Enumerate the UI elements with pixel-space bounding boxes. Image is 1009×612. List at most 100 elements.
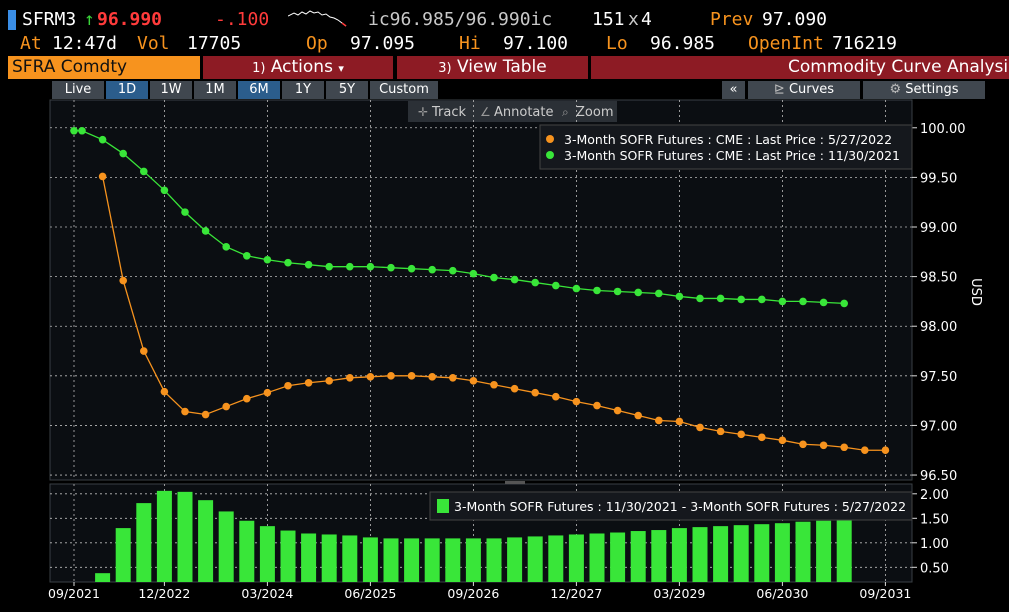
bar [568, 534, 584, 582]
data-point [325, 262, 334, 271]
row2-value: 97.095 [350, 33, 416, 54]
range-button[interactable]: Live [52, 81, 104, 99]
bar [713, 526, 729, 582]
range-button[interactable]: 1Y [282, 81, 324, 99]
data-point [572, 284, 581, 293]
x-tick-label: 12/2027 [550, 586, 602, 601]
x-tick-label: 09/2026 [447, 586, 499, 601]
bar [486, 538, 502, 582]
curves-button[interactable]: ⊵ Curves [748, 81, 860, 99]
range-button[interactable]: 6M [238, 81, 280, 99]
menu-number: 1) [252, 61, 266, 76]
y-axis-label: USD [968, 278, 983, 306]
x-tick-label: 09/2031 [859, 586, 911, 601]
data-point [346, 374, 354, 382]
data-point [449, 266, 457, 275]
bar [507, 537, 523, 582]
data-point [881, 446, 890, 455]
data-point [243, 394, 251, 403]
status-marker [8, 10, 16, 30]
menu-label: Actions [270, 57, 333, 77]
data-point [758, 295, 766, 304]
data-point [613, 406, 622, 415]
data-point [140, 167, 148, 176]
data-point [160, 186, 169, 195]
net-change: -.100 [215, 9, 270, 30]
range-button[interactable]: 1W [150, 81, 192, 99]
x-tick-label: 03/2029 [653, 586, 705, 601]
row2-label: Hi [459, 33, 481, 54]
data-point [263, 255, 272, 264]
bar [795, 521, 811, 582]
y-tick-label: 98.50 [920, 271, 957, 286]
bar [383, 538, 399, 582]
row2-label: Op [306, 33, 328, 54]
data-point [572, 397, 581, 406]
data-point [840, 443, 848, 452]
bar [115, 528, 131, 582]
bar [651, 530, 667, 582]
data-point [346, 262, 354, 271]
bar [95, 573, 111, 582]
bar [774, 523, 790, 582]
row2-value: 12:47d [52, 33, 118, 54]
data-point [593, 401, 601, 410]
y-tick-label: 98.00 [920, 320, 957, 335]
y-tick-label: 97.50 [920, 370, 957, 385]
data-point [181, 407, 189, 416]
data-point [407, 372, 416, 380]
range-button[interactable]: Custom [370, 81, 438, 99]
data-point [78, 126, 86, 135]
size-sep: x [628, 9, 639, 30]
view-table-menu[interactable]: 3) View Table [397, 56, 588, 79]
y-tick-label: 100.00 [920, 122, 966, 137]
screen-title: Commodity Curve Analysis [787, 57, 1009, 77]
range-button[interactable]: 5Y [326, 81, 368, 99]
tool-icon: ⌕ [562, 105, 569, 119]
data-point [716, 427, 725, 436]
data-point [387, 263, 395, 272]
data-point [675, 417, 684, 426]
data-point [201, 227, 210, 235]
actions-menu[interactable]: 1) Actions ▾ [203, 56, 393, 79]
row2-label: Lo [606, 33, 628, 54]
bar [156, 490, 172, 582]
bar [136, 503, 152, 582]
security-field[interactable]: SFRA Comdty [8, 56, 200, 79]
data-point [263, 388, 272, 397]
data-point [593, 286, 601, 295]
data-point [98, 135, 107, 144]
collapse-button[interactable]: « [722, 81, 745, 99]
data-point [613, 287, 622, 296]
legend-marker [546, 135, 554, 143]
y-tick-label: 1.50 [920, 512, 949, 527]
splitter [505, 481, 525, 484]
prev-value: 97.090 [762, 9, 828, 30]
legend-box [429, 491, 913, 521]
data-point [696, 294, 704, 303]
data-point [140, 347, 148, 355]
data-point [634, 411, 642, 420]
legend-box [539, 124, 913, 170]
data-point [469, 269, 478, 278]
bar [301, 533, 317, 582]
bar [239, 520, 255, 582]
y-tick-label: 0.50 [920, 561, 949, 576]
legend-label: 3-Month SOFR Futures : CME : Last Price … [564, 132, 892, 147]
bar [362, 537, 378, 582]
ticker: SFRM3 [22, 9, 77, 30]
range-button[interactable]: 1D [106, 81, 148, 99]
bar [610, 532, 626, 582]
up-arrow: ↑ [84, 9, 95, 30]
legend-label: 3-Month SOFR Futures : CME : Last Price … [564, 148, 900, 163]
row2-value: 17705 [187, 33, 242, 54]
settings-button[interactable]: ⚙ Settings [863, 81, 985, 99]
bar [445, 538, 461, 582]
range-button[interactable]: 1M [194, 81, 236, 99]
size-ask: 4 [641, 9, 652, 30]
legend-marker [437, 499, 449, 513]
data-point [284, 258, 292, 267]
data-point [819, 441, 828, 450]
bar [198, 500, 214, 582]
